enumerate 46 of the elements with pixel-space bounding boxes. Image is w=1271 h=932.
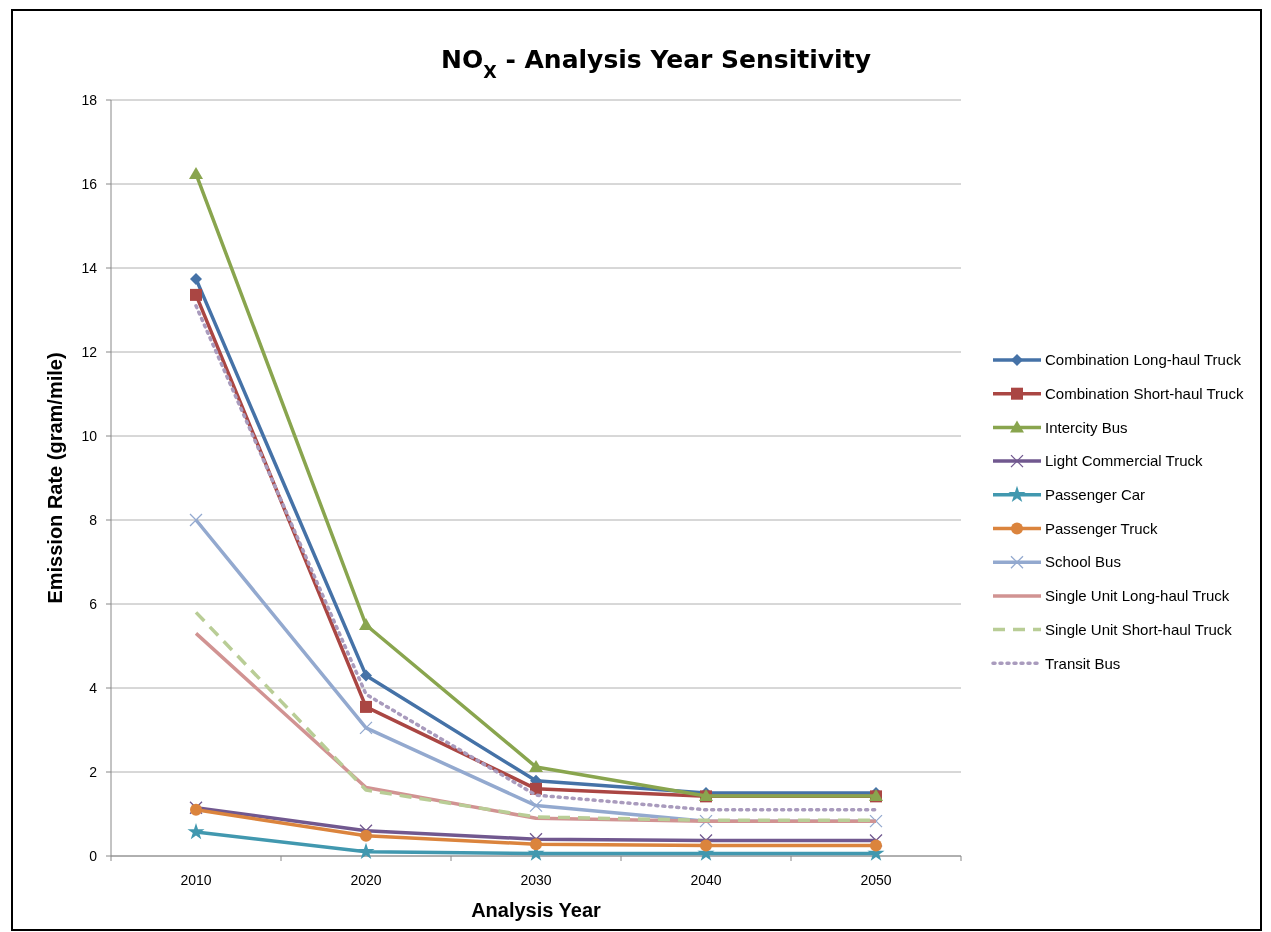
x-axis-title: Analysis Year xyxy=(471,899,602,921)
legend-label: Passenger Car xyxy=(1045,486,1146,504)
x-tick-label: 2030 xyxy=(520,872,552,888)
y-tick-label: 2 xyxy=(89,763,98,780)
point xyxy=(190,288,202,301)
point xyxy=(189,166,203,179)
x-tick-label: 2040 xyxy=(690,872,722,888)
point xyxy=(360,669,372,682)
point xyxy=(529,798,543,813)
y-tick-label: 0 xyxy=(89,847,98,864)
point xyxy=(360,700,372,713)
point xyxy=(530,838,542,851)
y-tick-label: 4 xyxy=(89,679,98,696)
point xyxy=(870,839,882,852)
point xyxy=(529,759,543,772)
chart-title: NO$_{X}$ - Analysis Year Sensitivity xyxy=(441,45,871,82)
y-axis-title: Emission Rate (gram/mile) xyxy=(44,352,66,604)
legend-label: Transit Bus xyxy=(1045,654,1121,672)
x-tick-label: 2020 xyxy=(350,872,382,888)
y-tick-label: 6 xyxy=(89,595,98,612)
y-tick-label: 12 xyxy=(81,343,98,360)
point xyxy=(187,823,205,840)
point xyxy=(190,272,202,285)
legend-label: Intercity Bus xyxy=(1045,418,1128,436)
point xyxy=(869,814,883,828)
x-tick-label: 2050 xyxy=(860,872,892,888)
y-tick-label: 14 xyxy=(81,259,98,276)
y-tick-label: 18 xyxy=(81,91,98,108)
legend-label: Single Unit Long-haul Truck xyxy=(1045,587,1230,605)
legend-label: Combination Short-haul Truck xyxy=(1045,384,1244,402)
point xyxy=(359,721,373,735)
y-tick-label: 8 xyxy=(89,511,98,528)
point xyxy=(699,814,713,828)
y-tick-label: 16 xyxy=(81,175,98,192)
legend-label: Single Unit Short-haul Truck xyxy=(1045,620,1233,638)
legend-label: Light Commercial Truck xyxy=(1045,452,1204,470)
point xyxy=(360,829,372,842)
legend-label: Combination Long-haul Truck xyxy=(1045,351,1242,369)
point xyxy=(359,618,373,630)
x-tick-label: 2010 xyxy=(180,872,212,888)
y-tick-label: 10 xyxy=(81,427,98,444)
legend-label: School Bus xyxy=(1045,553,1121,571)
legend-label: Passenger Truck xyxy=(1045,519,1159,537)
point xyxy=(357,842,375,860)
point xyxy=(700,839,712,852)
point xyxy=(189,513,203,527)
